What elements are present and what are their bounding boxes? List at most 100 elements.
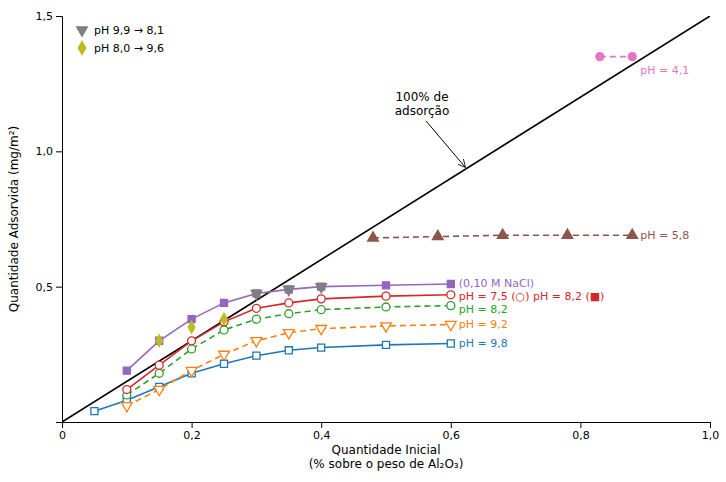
x-tick-label: 1,0 bbox=[702, 429, 720, 442]
series-label: pH = 9,2 bbox=[459, 318, 508, 331]
series-line bbox=[600, 56, 632, 58]
x-tick-label: 0,6 bbox=[443, 429, 461, 442]
x-tick: 0 bbox=[59, 422, 66, 442]
data-point bbox=[91, 408, 98, 415]
data-point bbox=[220, 299, 227, 306]
data-point bbox=[188, 337, 196, 345]
data-point bbox=[596, 53, 604, 61]
series-line bbox=[127, 325, 451, 406]
data-point bbox=[382, 303, 390, 311]
data-point bbox=[316, 326, 327, 335]
series-labels: pH = 4,1 pH = 5,8 (0,10 M NaCl)pH = 7,5 (○… bbox=[459, 64, 689, 350]
series bbox=[123, 291, 455, 394]
data-point bbox=[447, 340, 454, 347]
series-label: (0,10 M NaCl) bbox=[459, 277, 534, 290]
data-point bbox=[285, 347, 292, 354]
y-tick: 0,5 bbox=[36, 281, 63, 294]
x-tick-label: 0 bbox=[59, 429, 66, 442]
x-axis-line bbox=[63, 423, 711, 429]
series-label: pH = 8,2 bbox=[459, 303, 508, 316]
data-point bbox=[432, 230, 443, 239]
series bbox=[121, 321, 456, 412]
data-point bbox=[155, 361, 163, 369]
y-axis: 0,5 1,0 1,5 bbox=[36, 10, 63, 422]
data-point bbox=[382, 282, 389, 289]
data-point bbox=[447, 302, 455, 310]
series bbox=[91, 340, 454, 415]
x-tick-label: 0,2 bbox=[183, 429, 201, 442]
data-point bbox=[251, 338, 262, 347]
series bbox=[251, 284, 327, 300]
series bbox=[596, 53, 636, 61]
plot-area bbox=[62, 16, 710, 422]
data-point bbox=[283, 330, 294, 339]
series bbox=[123, 280, 454, 374]
annotation: 100% deadsorção bbox=[395, 90, 450, 118]
y-tick-mark bbox=[56, 16, 62, 17]
data-point bbox=[252, 315, 260, 323]
y-axis-line bbox=[56, 17, 63, 423]
series bbox=[123, 302, 455, 399]
y-axis-title: Quantidade Adsorvida (mg/m²) bbox=[7, 126, 21, 312]
x-tick: 1,0 bbox=[702, 422, 720, 442]
x-tick: 0,8 bbox=[572, 422, 590, 442]
data-point bbox=[317, 295, 325, 303]
series bbox=[368, 229, 638, 241]
legend-label: pH 9,9 → 8,1 bbox=[94, 24, 164, 37]
legend-marker bbox=[77, 27, 88, 36]
y-tick: 1,0 bbox=[36, 145, 63, 158]
y-tick-label: 1,5 bbox=[36, 10, 54, 23]
data-point bbox=[381, 323, 392, 332]
x-tick-mark bbox=[192, 422, 193, 428]
x-axis-title: Quantidade Inicial(% sobre o peso de Al₂… bbox=[309, 443, 464, 471]
series-label: pH = 5,8 bbox=[640, 229, 689, 242]
series bbox=[156, 313, 228, 346]
data-point bbox=[562, 229, 573, 238]
legend-marker bbox=[78, 41, 86, 54]
chart-container: 00,20,40,60,81,00,51,01,5Quantidade Inic… bbox=[0, 0, 726, 482]
chart-svg: 00,20,40,60,81,00,51,01,5Quantidade Inic… bbox=[0, 0, 726, 482]
legend-label: pH 8,0 → 9,6 bbox=[94, 42, 164, 55]
data-point bbox=[382, 292, 390, 300]
data-point bbox=[221, 313, 228, 325]
legend: pH 9,9 → 8,1 pH 8,0 → 9,6 bbox=[77, 24, 164, 55]
data-point bbox=[445, 321, 456, 330]
annotation-arrow bbox=[426, 121, 465, 167]
series-line bbox=[127, 306, 451, 395]
legend-item: pH 8,0 → 9,6 bbox=[78, 41, 164, 54]
data-point bbox=[285, 310, 293, 318]
x-axis: 00,20,40,60,81,0 bbox=[59, 422, 719, 442]
series-label: pH = 4,1 bbox=[640, 64, 689, 77]
data-point bbox=[382, 341, 389, 348]
x-tick-mark bbox=[451, 422, 452, 428]
data-point bbox=[447, 280, 454, 287]
data-point bbox=[123, 386, 131, 394]
data-point bbox=[188, 345, 196, 353]
y-tick-label: 0,5 bbox=[36, 281, 54, 294]
series-label: pH = 7,5 (○) pH = 8,2 (■) bbox=[459, 290, 605, 303]
series-line bbox=[62, 16, 710, 422]
data-point bbox=[121, 403, 132, 412]
data-point bbox=[186, 367, 197, 376]
series-line bbox=[127, 295, 451, 390]
data-point bbox=[368, 232, 379, 241]
data-point bbox=[447, 291, 455, 299]
data-point bbox=[317, 306, 325, 314]
x-tick: 0,2 bbox=[183, 422, 201, 442]
data-point bbox=[316, 284, 327, 293]
data-point bbox=[188, 321, 195, 333]
series-line bbox=[94, 344, 450, 412]
y-tick: 1,5 bbox=[36, 10, 63, 23]
data-point bbox=[220, 326, 228, 334]
data-point bbox=[155, 369, 163, 377]
x-tick-label: 0,8 bbox=[572, 429, 590, 442]
legend-item: pH 9,9 → 8,1 bbox=[77, 24, 164, 37]
data-point bbox=[252, 304, 260, 312]
data-point bbox=[123, 367, 130, 374]
series bbox=[62, 16, 710, 422]
y-tick-mark bbox=[56, 151, 62, 152]
series-line bbox=[127, 284, 451, 371]
data-point bbox=[219, 351, 230, 360]
x-tick-mark bbox=[321, 422, 322, 428]
data-point bbox=[285, 299, 293, 307]
